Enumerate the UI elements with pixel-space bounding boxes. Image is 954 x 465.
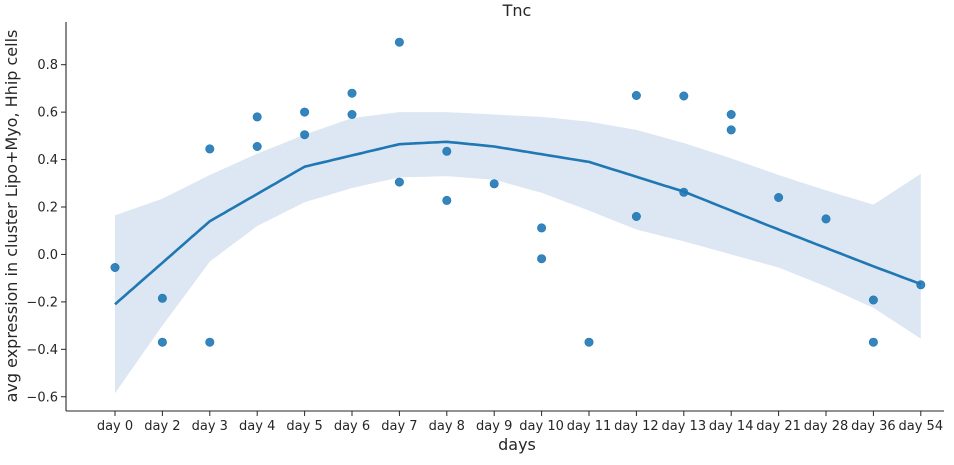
labels-layer: Tnc days avg expression in cluster Lipo+… [2,1,536,454]
data-point [442,195,452,205]
x-tick-label: day 4 [239,419,275,434]
x-tick-label: day 2 [144,419,180,434]
x-tick-label: day 3 [192,419,228,434]
x-tick-label: day 6 [334,419,370,434]
data-point [252,112,262,122]
data-point [679,91,689,101]
x-tick-label: day 54 [899,419,944,434]
x-tick-label: day 21 [756,419,801,434]
x-tick-label: day 10 [519,419,564,434]
x-tick-label: day 9 [476,419,512,434]
axes-layer: −0.6 −0.4 −0.2 0.0 0.2 0.4 0.6 0.8 day 0 day 2 day… [26,22,944,434]
data-point [489,179,499,189]
regression-line [114,140,922,306]
data-point [679,187,689,197]
data-point [726,125,736,135]
y-tick-label: −0.2 [26,295,58,310]
y-tick-label: −0.4 [26,343,58,358]
chart-title: Tnc [502,1,532,20]
x-tick-label: day 7 [381,419,417,434]
data-point [537,254,547,264]
data-point [300,130,310,140]
y-tick-label: 0.0 [37,248,58,263]
data-point [394,177,404,187]
x-tick-label: day 13 [662,419,707,434]
y-tick-label: 0.2 [37,201,58,216]
data-point [631,91,641,101]
regression-line-layer [114,140,922,306]
confidence-band [115,112,921,394]
data-point [394,37,404,47]
data-point [868,337,878,347]
confidence-band-layer [115,112,921,394]
data-point [537,223,547,233]
data-point [252,142,262,152]
x-tick-label: day 14 [709,419,754,434]
data-point [157,293,167,303]
x-tick-label: day 12 [614,419,659,434]
data-point [205,144,215,154]
data-point [347,88,357,98]
data-point [157,337,167,347]
x-axis-title: days [498,435,536,454]
y-axis-title: avg expression in cluster Lipo+Myo, Hhip… [2,30,21,403]
data-points-layer [110,37,926,347]
x-tick-label: day 5 [286,419,322,434]
data-point [821,214,831,224]
data-point [584,337,594,347]
data-point [442,146,452,156]
y-tick-label: 0.6 [37,106,58,121]
data-point [726,110,736,120]
data-point [347,110,357,120]
y-tick-label: −0.6 [26,390,58,405]
data-point [631,212,641,222]
data-point [205,337,215,347]
data-point [110,262,120,272]
x-tick-label: day 8 [429,419,465,434]
x-tick-label: day 11 [567,419,612,434]
y-tick-label: 0.8 [37,58,58,73]
x-tick-label: day 36 [851,419,896,434]
data-point [774,193,784,203]
data-point [868,295,878,305]
data-point [300,107,310,117]
data-point [916,280,926,290]
x-tick-label: day 0 [97,419,133,434]
x-tick-label: day 28 [804,419,849,434]
y-tick-label: 0.4 [37,153,58,168]
